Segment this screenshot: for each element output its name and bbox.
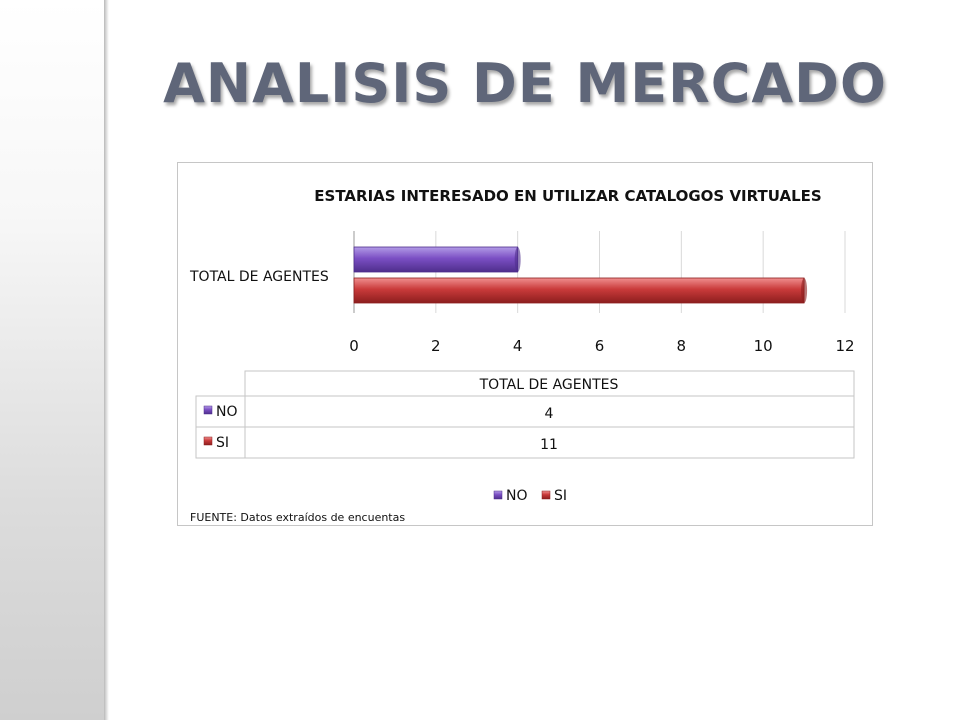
bar-chart: ESTARIAS INTERESADO EN UTILIZAR CATALOGO… bbox=[189, 187, 855, 524]
x-tick-label: 0 bbox=[349, 337, 359, 355]
bars bbox=[353, 246, 808, 304]
legend: NO SI bbox=[493, 488, 567, 504]
side-edge bbox=[104, 0, 109, 720]
data-table-header: TOTAL DE AGENTES bbox=[479, 377, 619, 393]
legend-label-no: NO bbox=[506, 488, 528, 504]
bar-cap-no bbox=[514, 247, 521, 272]
source-note: FUENTE: Datos extraídos de encuentas bbox=[190, 511, 405, 524]
bar-no bbox=[353, 246, 519, 273]
x-tick-label: 2 bbox=[431, 337, 441, 355]
chart-frame: ESTARIAS INTERESADO EN UTILIZAR CATALOGO… bbox=[177, 162, 873, 526]
side-shade bbox=[0, 0, 104, 720]
data-table-label-no: NO bbox=[216, 404, 238, 420]
x-tick-label: 8 bbox=[677, 337, 687, 355]
x-tick-label: 6 bbox=[595, 337, 605, 355]
legend-key-no bbox=[493, 490, 503, 500]
data-table: TOTAL DE AGENTES NO 4 SI 11 bbox=[195, 370, 855, 459]
data-table-row-si bbox=[195, 426, 855, 459]
chart-title: ESTARIAS INTERESADO EN UTILIZAR CATALOGO… bbox=[314, 187, 821, 205]
data-table-row-no bbox=[195, 395, 855, 428]
x-tick-label: 4 bbox=[513, 337, 523, 355]
bar-si bbox=[353, 277, 805, 304]
data-table-value-si: 11 bbox=[540, 437, 558, 453]
bar-cap-si bbox=[801, 278, 808, 303]
data-table-key-si bbox=[203, 436, 213, 446]
data-table-key-no bbox=[203, 405, 213, 415]
x-tick-label: 10 bbox=[754, 337, 773, 355]
legend-key-si bbox=[541, 490, 551, 500]
slide-title: ANALISIS DE MERCADO bbox=[163, 52, 887, 115]
category-label: TOTAL DE AGENTES bbox=[189, 269, 329, 285]
data-table-value-no: 4 bbox=[545, 406, 554, 422]
legend-label-si: SI bbox=[554, 488, 567, 504]
x-tick-labels: 0 2 4 6 8 10 12 bbox=[349, 337, 854, 355]
data-table-label-si: SI bbox=[216, 435, 229, 451]
x-tick-label: 12 bbox=[835, 337, 854, 355]
